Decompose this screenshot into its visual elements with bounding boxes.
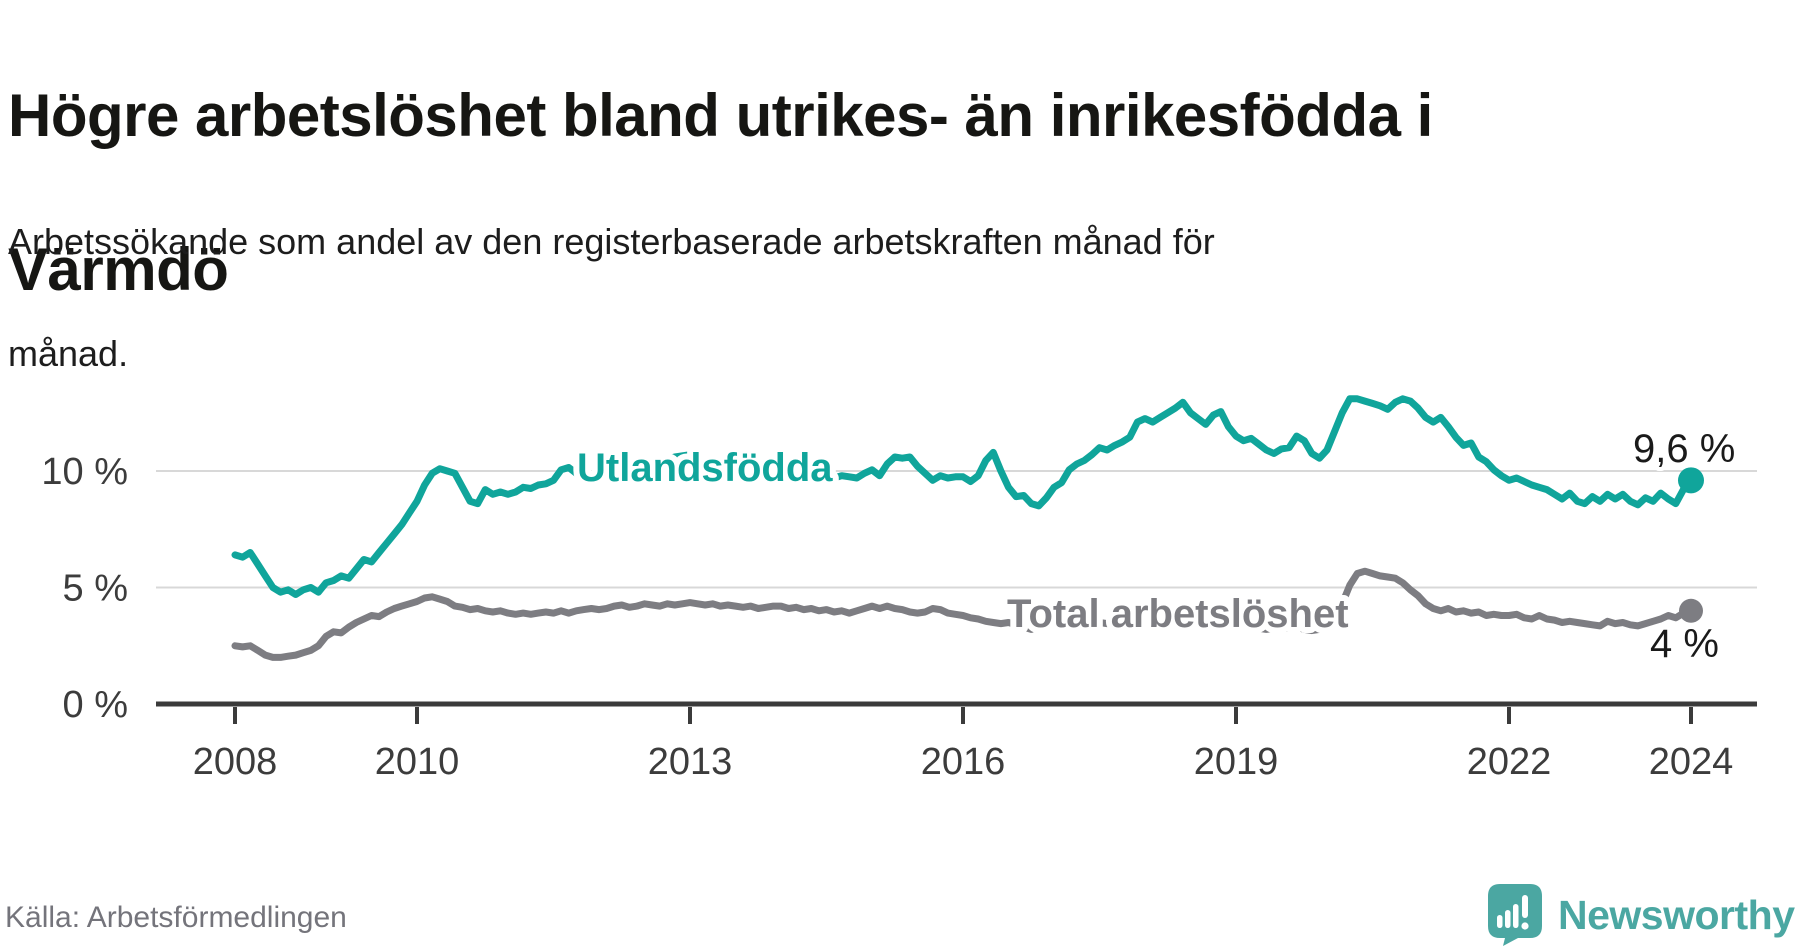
- page-title: Högre arbetslöshet bland utrikes- än inr…: [8, 0, 1433, 385]
- line-utlandsfodda: [231, 395, 1695, 598]
- end-value-total: 4 %: [1650, 622, 1719, 666]
- end-dot-utlandsfodda: [1678, 467, 1704, 494]
- y-axis-label-0: 0 %: [63, 684, 128, 726]
- subtitle-line-1: Arbetssökande som andel av den registerb…: [8, 221, 1215, 262]
- x-axis-label-2016: 2016: [921, 741, 1006, 783]
- y-axis-label-5: 5 %: [63, 568, 128, 610]
- bar-icon-3: [1513, 904, 1519, 928]
- axis-labels: 0 % 5 % 10 % 2008 2010 2013 2016 2019 2022 2024: [41, 451, 1733, 783]
- newsworthy-logo-icon: [1488, 884, 1542, 946]
- x-axis-label-2022: 2022: [1467, 741, 1552, 783]
- series-label-total-arbetsloshet: Total arbetslöshet: [1007, 592, 1349, 636]
- title-line-2: Värmdö: [8, 236, 229, 303]
- bar-icon-1: [1497, 915, 1503, 928]
- chart-subtitle: Arbetssökande som andel av den registerb…: [8, 158, 1215, 438]
- series-label-utlandsfodda: Utlandsfödda: [577, 446, 833, 490]
- subtitle-line-2: månad.: [8, 333, 129, 374]
- x-axis-label-2010: 2010: [375, 741, 460, 783]
- y-axis-label-10: 10 %: [41, 451, 128, 493]
- bar-icon-2: [1505, 910, 1511, 928]
- newsworthy-branding: Newsworthy: [1488, 884, 1795, 946]
- exclamation-dot-icon: [1521, 922, 1529, 930]
- end-value-labels: 9,6 % 4 %: [1629, 423, 1739, 670]
- newsworthy-wordmark: Newsworthy: [1558, 892, 1795, 938]
- x-axis: [156, 701, 1757, 724]
- title-line-1: Högre arbetslöshet bland utrikes- än inr…: [8, 82, 1433, 149]
- line-total-arbetsloshet: [231, 567, 1695, 661]
- x-axis-label-2024: 2024: [1649, 741, 1734, 783]
- x-axis-label-2008: 2008: [193, 741, 278, 783]
- x-axis-label-2013: 2013: [648, 741, 733, 783]
- source-attribution: Källa: Arbetsförmedlingen: [5, 901, 347, 934]
- end-dot-total-arbetsloshet: [1679, 598, 1703, 623]
- data-series: [231, 395, 1695, 661]
- x-axis-label-2019: 2019: [1194, 741, 1279, 783]
- exclamation-bar-icon: [1522, 895, 1528, 918]
- chart-labels: Utlandsfödda Total arbetslöshet: [571, 440, 1355, 642]
- end-value-utlandsfodda: 9,6 %: [1633, 427, 1735, 471]
- end-dots: [1678, 467, 1704, 623]
